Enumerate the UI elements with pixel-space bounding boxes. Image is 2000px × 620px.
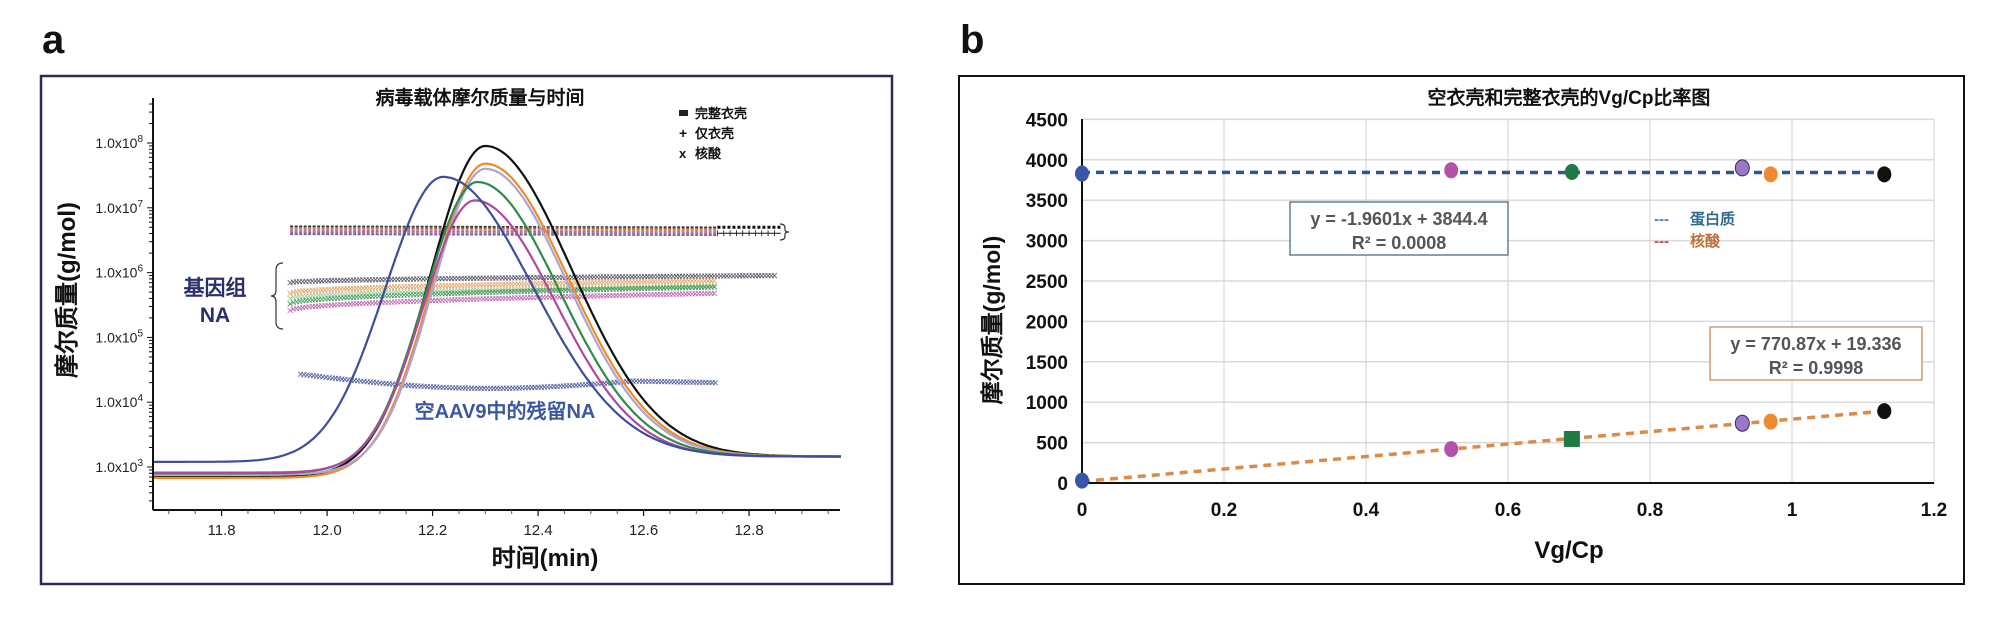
capsid-bracket <box>779 223 790 241</box>
legend-capsid-only-marker: + <box>679 125 687 141</box>
a-y-tick-label: 1.0x105 <box>95 328 143 345</box>
capsid-band-line <box>290 227 718 230</box>
nucleic-acid-trace <box>287 284 718 307</box>
a-x-axis-label: 时间(min) <box>492 545 599 572</box>
curve-blue <box>153 175 841 463</box>
a-y-tick-label: 1.0x104 <box>95 393 143 410</box>
capsid-band <box>290 225 781 237</box>
panel-a-label: a <box>42 18 65 62</box>
a-y-tick-label: 1.0x108 <box>95 134 143 151</box>
a-x-tick-label: 12.0 <box>312 522 341 539</box>
legend-nucleic-acid: 核酸 <box>695 146 722 161</box>
annotation-genome: 基因组 <box>184 276 247 300</box>
genome-bracket <box>270 262 284 330</box>
a-y-ticks: 1.0x103 1.0x104 1.0x105 1.0x106 1.0x107 1.0x1… <box>95 103 153 502</box>
legend-capsid-only: 仅衣壳 <box>694 126 734 141</box>
capsid-band-line <box>290 225 718 229</box>
nucleic-acid-trace <box>287 277 718 297</box>
a-x-tick-label: 12.2 <box>418 522 447 539</box>
nucleic-acid-trace <box>287 272 778 286</box>
capsid-band-line <box>290 230 718 233</box>
a-y-tick-label: 1.0x106 <box>95 264 143 281</box>
nucleic-acid-trace <box>287 290 718 314</box>
nucleic-acid-series <box>287 272 778 392</box>
a-x-tick-label: 12.8 <box>734 522 763 539</box>
panel-a-frame <box>39 74 894 586</box>
annotation-na: NA <box>200 304 230 327</box>
legend-full-capsid-marker <box>679 110 688 116</box>
a-legend: 完整衣壳 + 仅衣壳 x 核酸 <box>679 106 747 161</box>
a-x-tick-label: 12.6 <box>629 522 658 539</box>
capsid-band-line <box>290 228 718 232</box>
legend-full-capsid: 完整衣壳 <box>695 106 747 121</box>
a-y-axis-label: 摩尔质量(g/mol) <box>53 202 81 378</box>
a-y-tick-label: 1.0x107 <box>95 199 143 216</box>
a-y-tick-label: 1.0x103 <box>95 458 143 475</box>
a-x-tick-label: 12.4 <box>523 522 552 539</box>
chart-a-title: 病毒载体摩尔质量与时间 <box>375 86 584 109</box>
nucleic-acid-trace <box>287 283 718 302</box>
annotation-residual-na: 空AAV9中的残留NA <box>415 399 596 423</box>
a-x-ticks: 11.8 12.0 12.2 12.4 12.6 12.8 <box>168 510 829 539</box>
a-x-tick-label: 11.8 <box>208 522 236 539</box>
panel-b-label: b <box>960 18 985 62</box>
uv-curves <box>153 144 841 479</box>
legend-nucleic-marker: x <box>679 146 687 161</box>
